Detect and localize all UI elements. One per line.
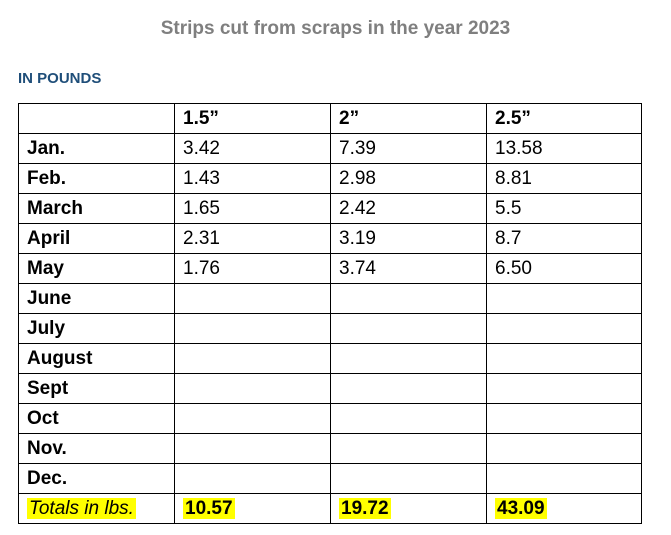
row-label: June: [18, 283, 175, 314]
table-row: Nov.: [18, 433, 642, 464]
table-cell: [330, 463, 487, 494]
header-cell: [18, 103, 175, 134]
table-cell: 2.31: [174, 223, 331, 254]
table-cell: [174, 283, 331, 314]
row-label: May: [18, 253, 175, 284]
totals-value: 10.57: [183, 497, 235, 519]
table-row: August: [18, 343, 642, 374]
table-cell: [486, 313, 642, 344]
totals-cell: Totals in lbs.: [18, 493, 175, 524]
table-cell: [486, 373, 642, 404]
table-cell: [486, 433, 642, 464]
totals-cell: 43.09: [486, 493, 642, 524]
header-cell: 2”: [330, 103, 487, 134]
table-cell: 8.7: [486, 223, 642, 254]
row-label: July: [18, 313, 175, 344]
totals-row: Totals in lbs. 10.57 19.72 43.09: [18, 493, 642, 524]
table-body: Jan. 3.42 7.39 13.58 Feb. 1.43 2.98 8.81 March 1.…: [18, 133, 642, 524]
totals-value: 43.09: [495, 497, 547, 519]
row-label: Feb.: [18, 163, 175, 194]
row-label: August: [18, 343, 175, 374]
table-cell: 5.5: [486, 193, 642, 224]
subtitle: IN POUNDS: [18, 70, 102, 87]
table-cell: [330, 313, 487, 344]
row-label: Dec.: [18, 463, 175, 494]
header-cell: 2.5”: [486, 103, 642, 134]
table-row: Sept: [18, 373, 642, 404]
table-row: May 1.76 3.74 6.50: [18, 253, 642, 284]
row-label: March: [18, 193, 175, 224]
row-label: Nov.: [18, 433, 175, 464]
row-label: Oct: [18, 403, 175, 434]
table-cell: 3.42: [174, 133, 331, 164]
table-cell: [486, 343, 642, 374]
table-cell: 6.50: [486, 253, 642, 284]
table-cell: 3.74: [330, 253, 487, 284]
table-cell: [174, 463, 331, 494]
totals-cell: 10.57: [174, 493, 331, 524]
row-label: Jan.: [18, 133, 175, 164]
totals-label: Totals in lbs.: [27, 497, 136, 519]
title: Strips cut from scraps in the year 2023: [160, 18, 511, 39]
table-cell: 1.65: [174, 193, 331, 224]
table-cell: [486, 463, 642, 494]
totals-value: 19.72: [339, 497, 391, 519]
table-row: Feb. 1.43 2.98 8.81: [18, 163, 642, 194]
table-cell: 1.76: [174, 253, 331, 284]
table-cell: [330, 403, 487, 434]
table-cell: [174, 373, 331, 404]
table-cell: 2.42: [330, 193, 487, 224]
table-row: July: [18, 313, 642, 344]
table-cell: 7.39: [330, 133, 487, 164]
table-cell: 3.19: [330, 223, 487, 254]
table-cell: [486, 403, 642, 434]
table-row: June: [18, 283, 642, 314]
table-row: April 2.31 3.19 8.7: [18, 223, 642, 254]
table-row: Dec.: [18, 463, 642, 494]
header-cell: 1.5”: [174, 103, 331, 134]
table-cell: 13.58: [486, 133, 642, 164]
table-cell: [174, 343, 331, 374]
table-cell: [174, 403, 331, 434]
table-cell: [174, 313, 331, 344]
header-row: 1.5” 2” 2.5”: [18, 103, 642, 134]
table-cell: 2.98: [330, 163, 487, 194]
table-cell: [486, 283, 642, 314]
table-cell: [330, 283, 487, 314]
table-cell: 8.81: [486, 163, 642, 194]
table-cell: [330, 433, 487, 464]
row-label: April: [18, 223, 175, 254]
row-label: Sept: [18, 373, 175, 404]
table-row: Jan. 3.42 7.39 13.58: [18, 133, 642, 164]
table-row: Oct: [18, 403, 642, 434]
table-cell: [330, 373, 487, 404]
table-cell: [330, 343, 487, 374]
table-cell: 1.43: [174, 163, 331, 194]
table: 1.5” 2” 2.5” Jan. 3.42 7.39 13.58 Feb. 1.43 2.98…: [18, 103, 642, 524]
table-cell: [174, 433, 331, 464]
table-row: March 1.65 2.42 5.5: [18, 193, 642, 224]
totals-cell: 19.72: [330, 493, 487, 524]
